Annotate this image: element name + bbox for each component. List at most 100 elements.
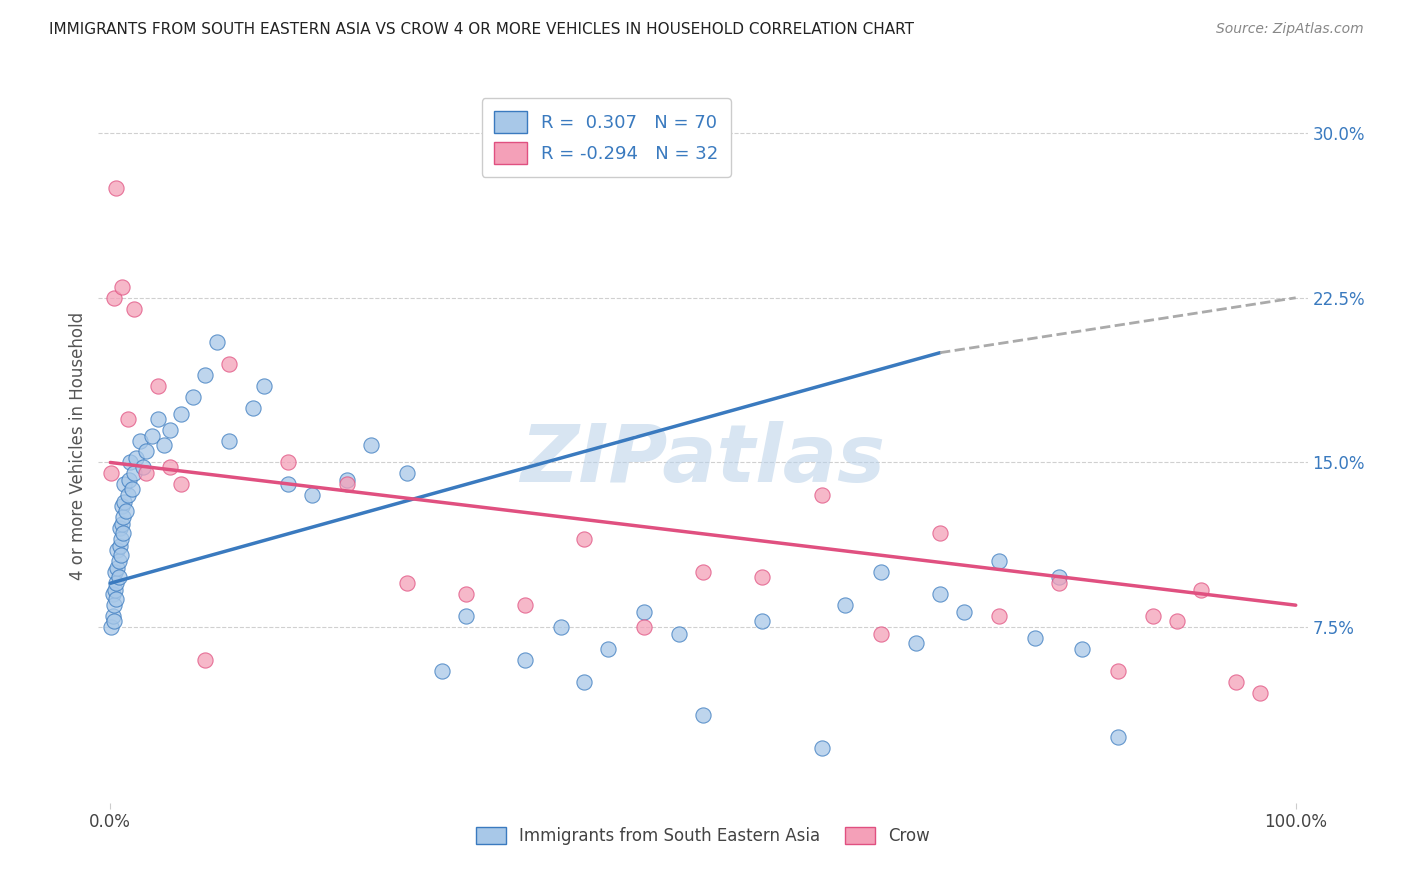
Point [105, 576, 128, 591]
Point [242, 401, 264, 415]
Point [668, 626, 690, 640]
Point [100, 467, 122, 481]
Point [152, 438, 174, 452]
Point [112, 525, 135, 540]
Point [1166, 614, 1188, 628]
Point [141, 429, 163, 443]
Point [105, 181, 128, 195]
Point [1107, 664, 1129, 678]
Point [111, 280, 134, 294]
Point [194, 653, 217, 667]
Point [598, 642, 620, 657]
Point [114, 495, 136, 509]
Point [692, 566, 714, 580]
Point [103, 598, 125, 612]
Point [122, 467, 145, 481]
Point [988, 554, 1011, 568]
Y-axis label: 4 or more Vehicles in Household: 4 or more Vehicles in Household [69, 312, 87, 580]
Point [159, 423, 181, 437]
Point [336, 473, 359, 487]
Point [988, 609, 1011, 624]
Point [633, 620, 655, 634]
Point [135, 444, 157, 458]
Point [395, 467, 418, 481]
Point [929, 587, 952, 601]
Point [101, 609, 124, 624]
Legend: Immigrants from South Eastern Asia, Crow: Immigrants from South Eastern Asia, Crow [470, 820, 936, 852]
Point [1225, 675, 1247, 690]
Point [277, 455, 299, 469]
Point [692, 708, 714, 723]
Point [112, 510, 135, 524]
Point [110, 548, 132, 562]
Point [869, 566, 891, 580]
Text: IMMIGRANTS FROM SOUTH EASTERN ASIA VS CROW 4 OR MORE VEHICLES IN HOUSEHOLD CORRE: IMMIGRANTS FROM SOUTH EASTERN ASIA VS CR… [49, 22, 914, 37]
Point [810, 488, 832, 502]
Point [574, 533, 596, 547]
Point [111, 500, 134, 514]
Point [454, 609, 477, 624]
Point [118, 473, 141, 487]
Point [1071, 642, 1094, 657]
Point [1249, 686, 1271, 700]
Point [105, 591, 128, 606]
Point [120, 455, 142, 469]
Point [952, 605, 974, 619]
Point [360, 438, 382, 452]
Point [550, 620, 572, 634]
Point [135, 467, 157, 481]
Point [101, 587, 124, 601]
Point [515, 598, 537, 612]
Point [301, 488, 323, 502]
Point [146, 378, 169, 392]
Point [170, 407, 193, 421]
Point [103, 291, 125, 305]
Point [159, 459, 181, 474]
Point [108, 539, 131, 553]
Point [810, 740, 832, 755]
Point [218, 357, 240, 371]
Point [432, 664, 454, 678]
Point [336, 477, 359, 491]
Point [1107, 730, 1129, 744]
Point [1189, 582, 1212, 597]
Point [1047, 576, 1070, 591]
Point [454, 587, 477, 601]
Point [121, 482, 143, 496]
Point [105, 561, 128, 575]
Text: Source: ZipAtlas.com: Source: ZipAtlas.com [1216, 22, 1364, 37]
Point [122, 301, 145, 316]
Point [218, 434, 240, 448]
Point [205, 334, 228, 349]
Text: ZIPatlas: ZIPatlas [520, 421, 886, 500]
Point [111, 516, 134, 531]
Point [117, 488, 139, 502]
Point [125, 451, 148, 466]
Point [194, 368, 217, 382]
Point [751, 569, 773, 583]
Point [574, 675, 596, 690]
Point [395, 576, 418, 591]
Point [834, 598, 856, 612]
Point [103, 614, 125, 628]
Point [105, 543, 128, 558]
Point [132, 459, 155, 474]
Point [1142, 609, 1164, 624]
Point [1024, 631, 1046, 645]
Point [100, 620, 122, 634]
Point [905, 635, 928, 649]
Point [515, 653, 537, 667]
Point [108, 521, 131, 535]
Point [929, 525, 952, 540]
Point [277, 477, 299, 491]
Point [107, 569, 129, 583]
Point [1047, 569, 1070, 583]
Point [114, 477, 136, 491]
Point [253, 378, 276, 392]
Point [751, 614, 773, 628]
Point [110, 533, 132, 547]
Point [129, 434, 152, 448]
Point [181, 390, 204, 404]
Point [170, 477, 193, 491]
Point [104, 566, 127, 580]
